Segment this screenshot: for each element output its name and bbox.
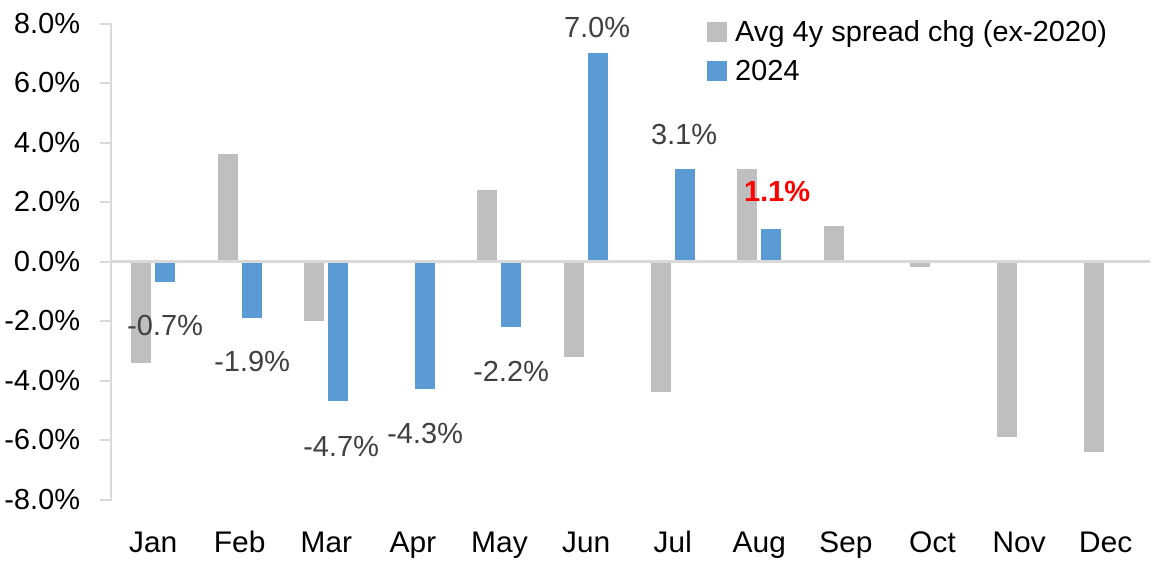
- legend-item-2024: 2024: [707, 51, 1107, 90]
- y-tick-mark-8-0: [100, 498, 110, 501]
- x-label-feb: Feb: [213, 526, 266, 559]
- x-label-apr: Apr: [389, 526, 437, 559]
- y-tick-mark-4-0: [100, 141, 110, 144]
- data-label-jan: -0.7%: [127, 310, 203, 342]
- x-label-sep: Sep: [819, 526, 873, 559]
- y-tick-mark-2-0: [100, 201, 110, 203]
- bar-2024-mar: [328, 261, 349, 402]
- bar-avg-4y-spread-chg-ex-2020-jan: [131, 261, 151, 363]
- bar-avg-4y-spread-chg-ex-2020-sep: [823, 225, 844, 262]
- y-tick-mark-6-0: [100, 439, 110, 441]
- data-label-may: -2.2%: [473, 356, 549, 388]
- data-label-jun: 7.0%: [563, 12, 631, 44]
- bar-2024-jun: [588, 53, 608, 262]
- legend: Avg 4y spread chg (ex-2020) 2024: [707, 12, 1107, 90]
- y-tick-label-8-0: -8.0%: [4, 483, 80, 516]
- x-label-oct: Oct: [909, 526, 956, 559]
- x-label-nov: Nov: [992, 526, 1046, 559]
- bar-avg-4y-spread-chg-ex-2020-nov: [997, 261, 1017, 438]
- bar-2024-jan: [155, 261, 175, 283]
- bar-avg-4y-spread-chg-ex-2020-may: [477, 190, 498, 262]
- bar-avg-4y-spread-chg-ex-2020-jul: [650, 261, 671, 393]
- zero-baseline: [110, 260, 1150, 263]
- x-label-jul: Jul: [653, 526, 692, 559]
- bar-avg-4y-spread-chg-ex-2020-aug: [737, 169, 758, 262]
- y-tick-label-4-0: 4.0%: [13, 126, 80, 159]
- x-label-dec: Dec: [1078, 526, 1133, 559]
- y-tick-label-6-0: 6.0%: [13, 67, 80, 99]
- bar-avg-4y-spread-chg-ex-2020-feb: [217, 154, 238, 262]
- y-tick-label-6-0: -6.0%: [4, 424, 80, 456]
- y-tick-mark-4-0: [100, 379, 110, 382]
- bar-avg-4y-spread-chg-ex-2020-mar: [304, 261, 325, 321]
- y-tick-mark-2-0: [100, 320, 110, 322]
- bar-avg-4y-spread-chg-ex-2020-jun: [564, 261, 584, 357]
- y-tick-mark-6-0: [100, 82, 110, 84]
- bar-2024-may: [501, 261, 522, 327]
- x-label-may: May: [471, 526, 528, 559]
- bar-2024-aug: [761, 228, 782, 262]
- data-label-jul: 3.1%: [650, 119, 718, 151]
- bar-avg-4y-spread-chg-ex-2020-oct: [910, 261, 931, 268]
- data-label-aug: 1.1%: [743, 176, 811, 208]
- legend-swatch-avg-spread: [707, 21, 727, 42]
- y-tick-label-4-0: -4.0%: [4, 364, 80, 397]
- bar-2024-feb: [241, 261, 262, 319]
- x-label-aug: Aug: [732, 526, 786, 559]
- bar-2024-jul: [674, 169, 695, 262]
- legend-item-avg-spread: Avg 4y spread chg (ex-2020): [707, 12, 1107, 51]
- y-tick-label-8-0: 8.0%: [13, 7, 80, 40]
- data-label-mar: -4.7%: [303, 431, 379, 463]
- y-tick-mark-0-0: [100, 260, 110, 263]
- y-tick-mark-8-0: [100, 22, 110, 25]
- legend-label-2024: 2024: [735, 54, 800, 87]
- y-tick-label-2-0: 2.0%: [13, 186, 80, 218]
- legend-label-avg-spread: Avg 4y spread chg (ex-2020): [735, 15, 1107, 48]
- x-label-mar: Mar: [300, 526, 353, 559]
- bar-avg-4y-spread-chg-ex-2020-dec: [1083, 261, 1104, 452]
- bar-2024-apr: [414, 261, 435, 390]
- y-tick-label-2-0: -2.0%: [4, 305, 80, 337]
- y-tick-label-0-0: 0.0%: [13, 245, 80, 278]
- data-label-feb: -1.9%: [214, 346, 290, 378]
- x-label-jan: Jan: [128, 526, 178, 559]
- data-label-apr: -4.3%: [387, 418, 463, 450]
- x-label-jun: Jun: [561, 526, 611, 559]
- legend-swatch-2024: [707, 60, 727, 81]
